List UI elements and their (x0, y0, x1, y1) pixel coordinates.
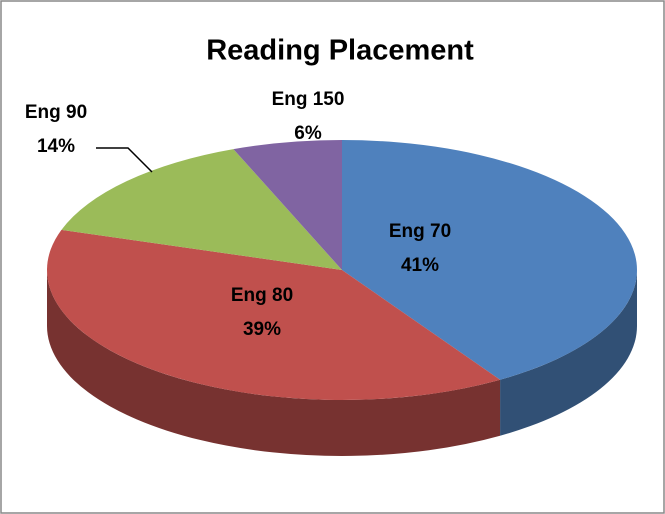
slice-label: Eng 80 (231, 285, 293, 306)
leader-line (96, 147, 153, 173)
chart-title: Reading Placement (206, 35, 474, 67)
slice-side (47, 270, 501, 456)
slice-value-label: 39% (243, 319, 281, 340)
slice (233, 140, 342, 270)
slice-value-label: 6% (294, 123, 322, 144)
slice-label: Eng 70 (389, 221, 451, 242)
slice-value-label: 14% (37, 136, 75, 157)
slice-side (500, 270, 637, 436)
slice (61, 149, 343, 270)
slice (342, 140, 637, 380)
slice-label: Eng 90 (25, 102, 87, 123)
slice-value-label: 41% (401, 255, 439, 276)
slice (46, 229, 501, 400)
slice-label: Eng 150 (272, 89, 345, 110)
